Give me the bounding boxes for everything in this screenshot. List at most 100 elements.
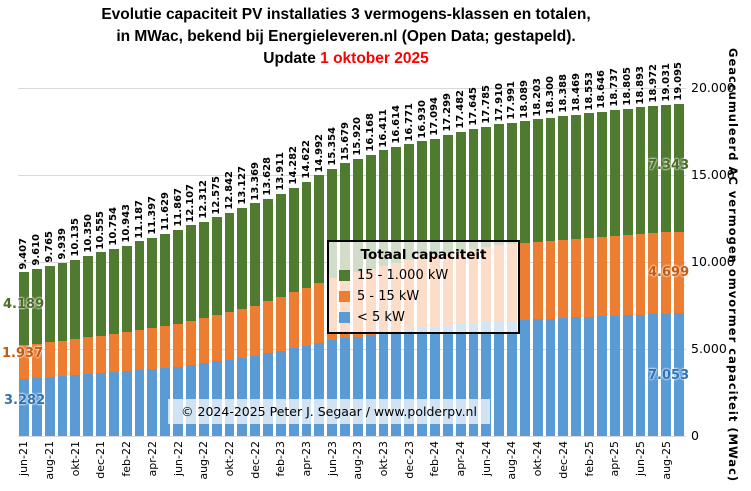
legend-swatch-orange	[339, 291, 350, 302]
bar-column-aug-22: 12.312	[198, 88, 211, 436]
bar-segment-15-1-000-kW	[417, 141, 427, 258]
bar-stack	[108, 248, 119, 436]
bar-stack	[674, 103, 684, 436]
bar-column-nov-21: 10.350	[82, 88, 95, 436]
bar-column-okt-22: 12.842	[224, 88, 237, 436]
bar-stack	[584, 113, 594, 436]
bar-segment-15-1-000-kW	[134, 241, 145, 331]
bar-segment-15-1-000-kW	[635, 107, 646, 234]
bar-total-label: 18.089	[519, 79, 531, 119]
bar-stack	[301, 181, 312, 436]
x-axis-label: apr-25	[608, 441, 622, 477]
bar-segment-5-15-kW	[211, 315, 222, 362]
bar-total-label: 11.397	[146, 196, 158, 235]
bar-stack	[263, 198, 273, 436]
bar-segment-15-1-000-kW	[185, 225, 196, 322]
bar-segment-15-1-000-kW	[147, 237, 158, 329]
bar-segment-15-1-000-kW	[661, 104, 672, 233]
bar-total-label: 16.771	[403, 102, 415, 142]
callout-first-blue: 3.282	[4, 393, 46, 408]
y-tick-label: 10.000	[691, 254, 735, 269]
bar-segment--5-kW	[314, 342, 325, 436]
bar-segment--5-kW	[44, 377, 55, 436]
x-axis-cell: aug-21	[43, 438, 57, 490]
bar-segment--5-kW	[442, 325, 453, 436]
x-axis-cell	[468, 438, 481, 490]
bar-total-label: 9.610	[31, 234, 43, 266]
x-axis-label: jun-23	[325, 441, 339, 476]
x-axis-cell	[596, 438, 609, 490]
bar-stack	[211, 217, 222, 436]
bar-segment--5-kW	[211, 361, 222, 436]
bar-column-aug-25: 19.031	[660, 63, 673, 436]
bar-segment--5-kW	[481, 321, 492, 436]
bar-column-mei-22: 11.629	[159, 88, 172, 436]
x-axis-cell: okt-21	[69, 438, 82, 490]
chart-title: Evolutie capaciteit PV installaties 3 ve…	[0, 4, 692, 70]
x-axis-cell: dec-22	[249, 438, 262, 490]
bar-segment-15-1-000-kW	[275, 193, 286, 297]
bar-total-label: 16.930	[416, 99, 428, 139]
bar-segment-5-15-kW	[635, 233, 646, 315]
bar-segment--5-kW	[250, 356, 261, 436]
bar-segment-15-1-000-kW	[121, 245, 132, 333]
x-axis-cell: okt-22	[223, 438, 237, 490]
legend-label-5-15kw: 5 - 15 kW	[357, 289, 420, 304]
bar-segment--5-kW	[455, 324, 466, 436]
bar-stack	[57, 263, 68, 436]
bar-column-okt-21: 10.135	[69, 88, 82, 436]
bar-segment--5-kW	[301, 345, 312, 436]
bar-total-label: 18.972	[647, 64, 659, 103]
bar-stack	[532, 119, 543, 436]
x-axis-cell: aug-22	[197, 438, 211, 490]
bar-segment--5-kW	[430, 326, 440, 436]
bar-total-label: 14.622	[300, 140, 312, 179]
x-axis-label: jun-25	[633, 441, 647, 476]
bar-column-mrt-25: 18.646	[596, 70, 609, 436]
bar-stack	[31, 268, 42, 436]
bar-column-dec-21: 10.555	[95, 88, 108, 436]
bar-segment-5-15-kW	[185, 321, 196, 365]
bar-segment--5-kW	[584, 316, 594, 436]
x-axis-cell	[545, 438, 558, 490]
bar-segment-15-1-000-kW	[314, 175, 325, 284]
bar-column-jun-22: 11.867	[172, 88, 185, 436]
bar-segment--5-kW	[147, 368, 158, 436]
x-axis-cell: apr-23	[300, 438, 314, 490]
bar-segment-5-15-kW	[301, 287, 312, 346]
bar-segment--5-kW	[237, 357, 248, 436]
bar-segment-15-1-000-kW	[250, 203, 261, 307]
x-axis-label: dec-22	[248, 441, 262, 479]
bar-total-label: 16.614	[390, 105, 402, 144]
x-axis-cell: aug-25	[660, 438, 673, 490]
bar-segment--5-kW	[507, 320, 517, 436]
bar-segment-15-1-000-kW	[173, 229, 183, 325]
bar-stack	[275, 193, 286, 436]
bar-segment--5-kW	[365, 334, 376, 436]
bar-segment-15-1-000-kW	[532, 119, 543, 242]
bar-segment--5-kW	[558, 317, 569, 436]
bar-segment--5-kW	[275, 350, 286, 436]
bar-segment-5-15-kW	[314, 283, 325, 343]
bar-stack	[545, 117, 556, 436]
bar-segment-5-15-kW	[622, 234, 633, 316]
x-axis-label: dec-21	[94, 441, 108, 479]
bar-segment-15-1-000-kW	[57, 263, 68, 341]
bar-total-label: 10.754	[108, 207, 120, 246]
x-axis-cell	[108, 438, 121, 490]
bar-segment-5-15-kW	[108, 333, 119, 373]
bar-stack	[160, 233, 171, 436]
x-axis-cell	[31, 438, 44, 490]
x-axis-cell	[390, 438, 403, 490]
x-axis-cell	[288, 438, 301, 490]
bar-total-label: 9.407	[18, 237, 30, 270]
bar-column-jun-21: 9.407	[18, 88, 31, 436]
x-axis-cell	[262, 438, 275, 490]
bar-segment-5-15-kW	[96, 335, 106, 374]
bar-segment-15-1-000-kW	[108, 248, 119, 334]
bar-column-feb-23: 13.911	[275, 88, 288, 436]
bar-stack	[622, 108, 633, 436]
bar-segment-15-1-000-kW	[340, 163, 350, 276]
x-axis-label: apr-22	[145, 441, 159, 477]
gridline-5000	[18, 349, 686, 350]
